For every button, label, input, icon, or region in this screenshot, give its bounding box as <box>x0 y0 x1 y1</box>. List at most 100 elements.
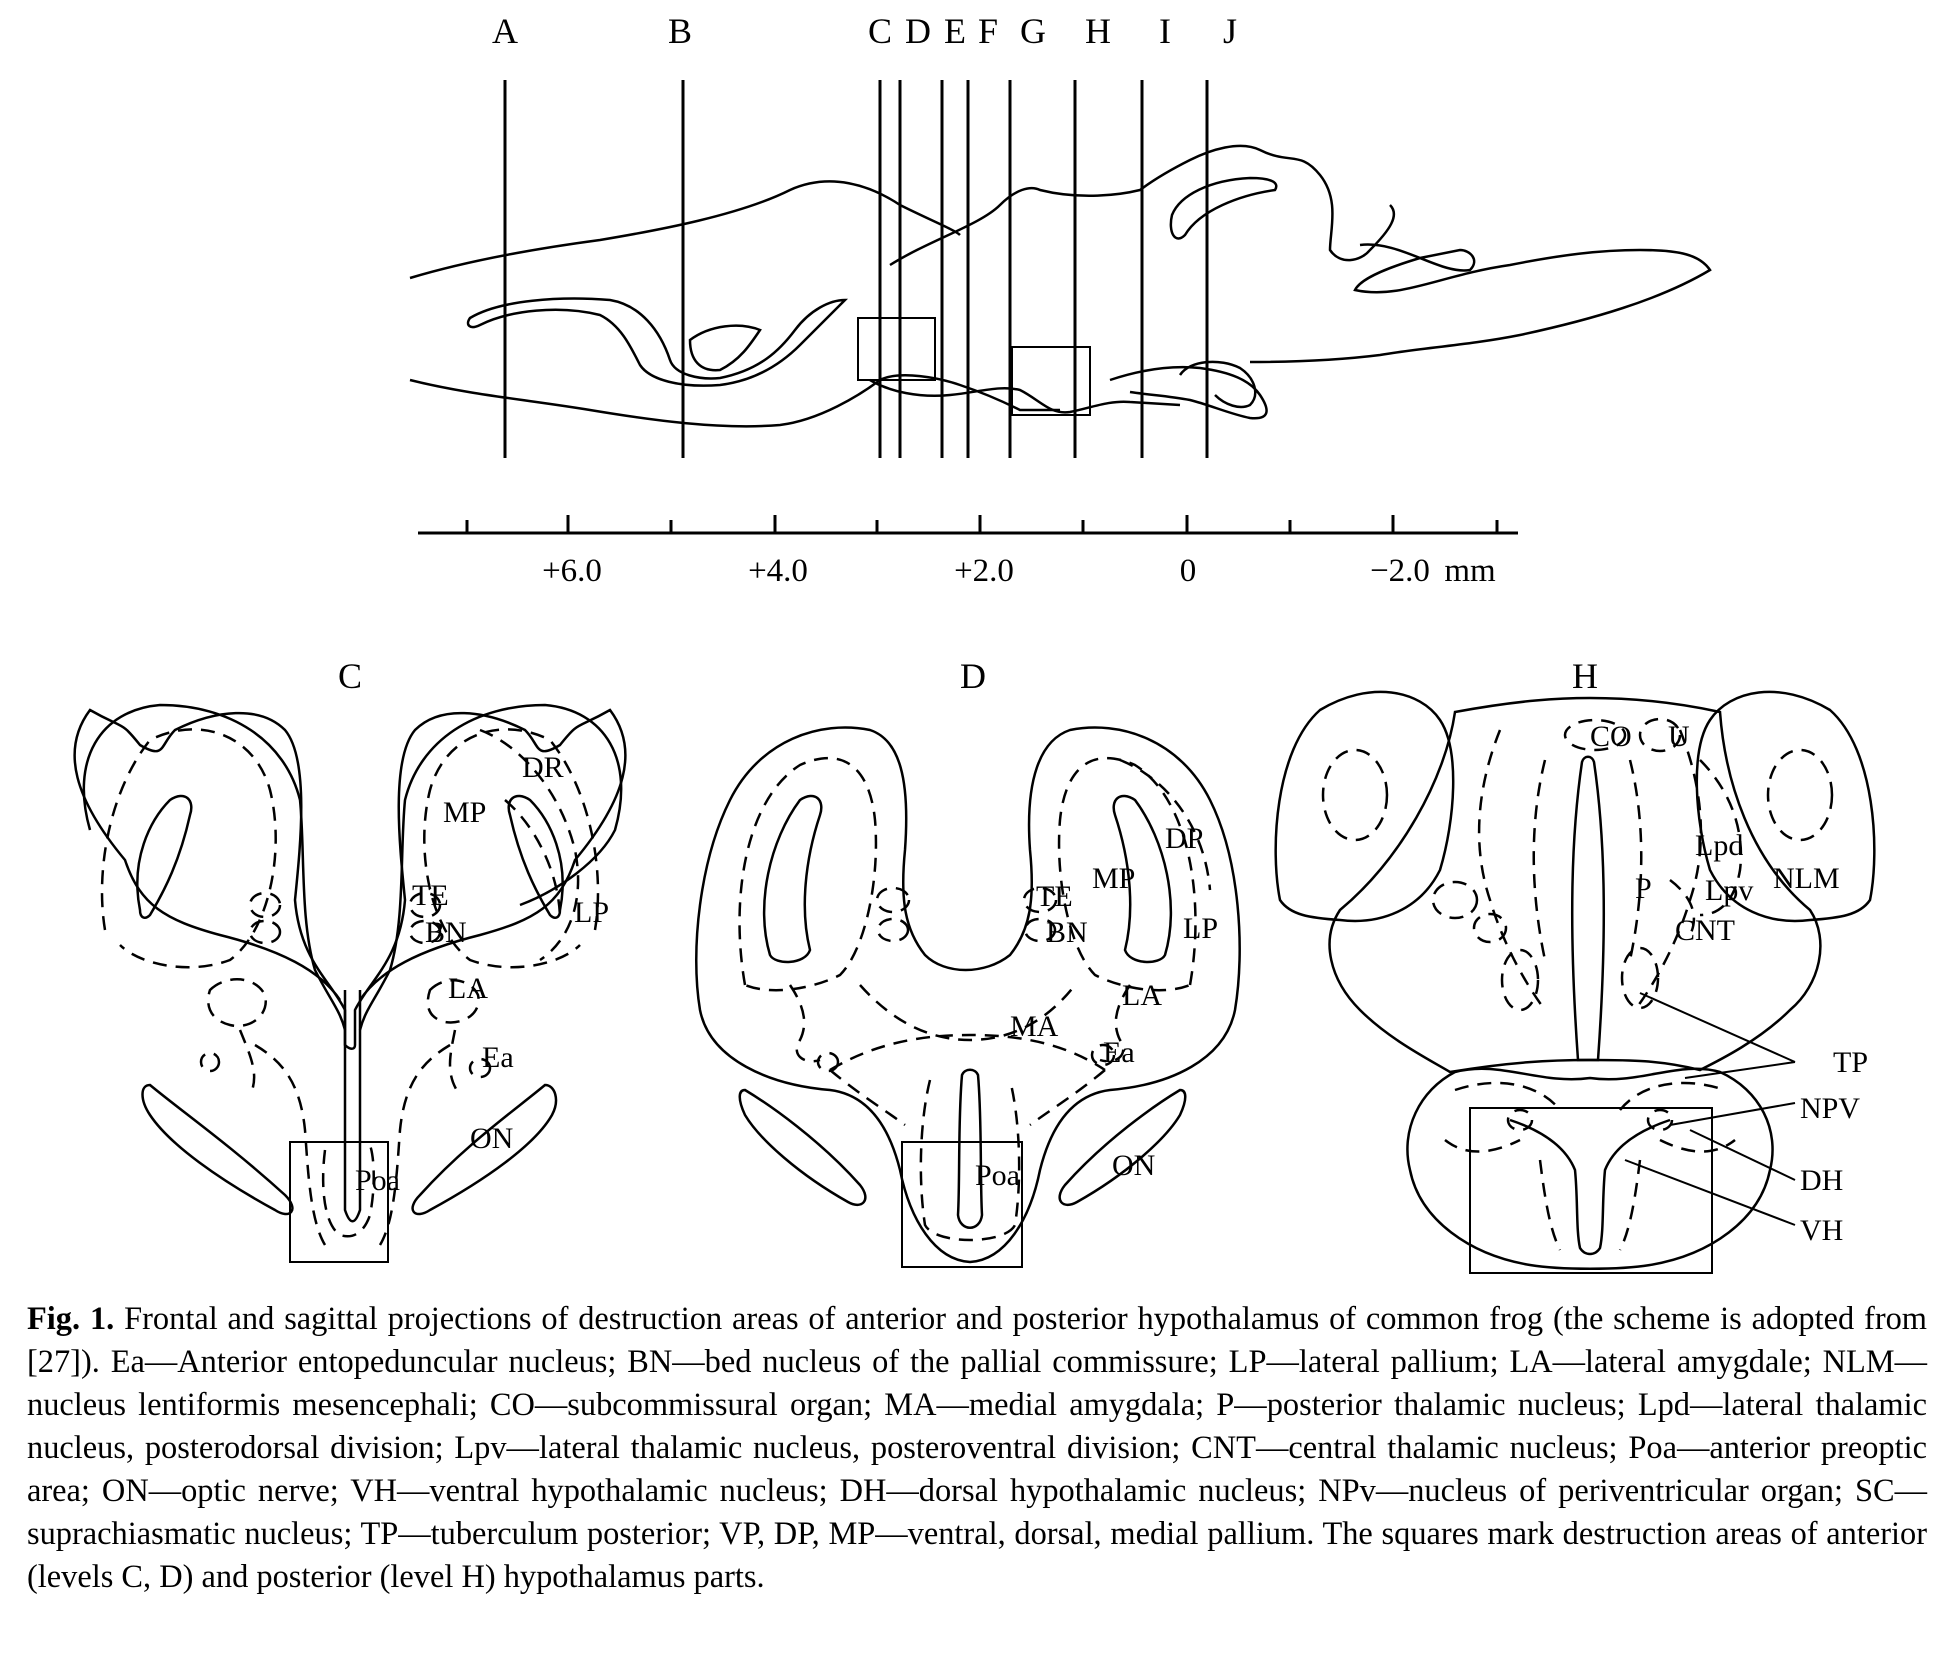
section-h-u <box>1638 717 1682 753</box>
section-d-poa-boundary <box>919 1079 1021 1242</box>
sagittal-destruction-square-posterior <box>1011 346 1091 416</box>
section-d-label-mp: MP <box>1092 862 1135 895</box>
section-d-outline <box>695 726 1241 1264</box>
section-h-right-npv <box>1646 1108 1674 1132</box>
section-d-left-te <box>875 886 911 914</box>
section-c-label-mp: MP <box>443 796 486 829</box>
section-c-label-on: ON <box>470 1122 513 1155</box>
section-c-third-ventricle <box>343 990 362 1223</box>
section-h: H <box>1274 656 1876 1274</box>
scale-tick-plus2: +2.0 <box>954 553 1014 589</box>
section-c-left-bn <box>248 919 282 945</box>
section-c-left-la <box>206 978 268 1028</box>
figure-caption-label: Fig. 1. <box>27 1301 115 1337</box>
scale-unit: mm <box>1444 553 1496 589</box>
section-d-left-ventricle <box>762 794 823 964</box>
section-d-left-lower-boundary <box>829 1069 906 1127</box>
level-label-e: E <box>944 11 966 51</box>
section-d-right-lower-boundary <box>1029 1069 1106 1127</box>
section-d-label-bn: BN <box>1046 916 1088 949</box>
section-c-title: C <box>338 656 362 696</box>
section-h-hypothalamic-ventricle <box>1509 1118 1671 1256</box>
section-h-right-thalamic-boundary <box>1633 729 1703 1011</box>
level-label-j: J <box>1223 11 1237 51</box>
section-d: D DP MP TE BN LP LA MA <box>695 656 1241 1268</box>
section-d-destruction-square <box>901 1141 1023 1268</box>
section-c-left-optic-nerve <box>141 1083 294 1216</box>
section-h-label-vh: VH <box>1800 1214 1843 1247</box>
section-h-pointer-vh <box>1624 1159 1796 1226</box>
section-h-left-tectum-ventricle <box>1321 748 1389 842</box>
section-h-hypothalamus-outline <box>1406 1067 1774 1270</box>
section-d-label-te: TE <box>1036 880 1073 913</box>
section-d-central-arc <box>829 1033 1106 1072</box>
section-d-left-bn <box>876 917 910 943</box>
level-label-d: D <box>905 11 931 51</box>
section-h-right-p-boundary <box>1628 759 1643 961</box>
section-h-label-dh: DH <box>1800 1164 1843 1197</box>
section-d-left-la <box>788 984 821 1063</box>
section-h-left-p-boundary <box>1532 759 1547 961</box>
section-d-right-ventricle <box>1112 794 1173 964</box>
section-c-label-bn: BN <box>425 916 467 949</box>
section-h-pointer-tp-1 <box>1639 992 1796 1063</box>
section-d-left-small-nucleus <box>816 1051 840 1073</box>
section-d-right-optic-nerve <box>1058 1088 1187 1207</box>
section-d-right-ea <box>1090 1043 1116 1067</box>
section-c-label-te: TE <box>412 879 449 912</box>
section-c-left-ventricle <box>136 794 193 919</box>
section-c-right-bn <box>408 919 442 945</box>
sagittal-tegmentum <box>1109 365 1268 420</box>
section-d-label-la: LA <box>1122 979 1162 1012</box>
section-h-right-tectum <box>1695 690 1876 923</box>
section-h-left-nucleus-1 <box>1431 880 1479 920</box>
level-label-i: I <box>1159 11 1171 51</box>
section-h-left-nucleus-2 <box>1472 912 1508 944</box>
section-c-right-mp-boundary <box>504 799 562 921</box>
section-h-label-p: P <box>1635 872 1652 905</box>
section-h-right-nucleus-tp <box>1620 946 1660 1010</box>
section-h-right-cnt <box>1669 879 1696 936</box>
section-c-label-poa: Poa <box>355 1164 400 1197</box>
figure-caption-text: Frontal and sagittal projections of dest… <box>27 1301 1928 1595</box>
section-c-right-la <box>426 979 480 1024</box>
section-d-title: D <box>960 656 986 696</box>
sagittal-hindbrain <box>1249 243 1712 364</box>
sagittal-projection: A B C D E F G H I J +6.0 +4.0 +2.0 <box>409 11 1712 589</box>
section-d-left-pallium-boundary <box>738 756 878 992</box>
section-d-right-pallium-boundary <box>1057 756 1197 992</box>
sagittal-ventral-outline <box>409 374 1060 428</box>
section-h-destruction-square <box>1469 1107 1713 1274</box>
sagittal-brain-outline <box>409 180 961 280</box>
sagittal-hypothalamus <box>869 378 1181 414</box>
section-h-label-u: U <box>1668 720 1690 753</box>
section-c-label-la: LA <box>448 972 488 1005</box>
figure-diagram: A B C D E F G H I J +6.0 +4.0 +2.0 <box>73 11 1876 1274</box>
section-d-third-ventricle <box>956 1068 984 1229</box>
section-c-left-pallium-boundary <box>100 728 277 969</box>
level-label-c: C <box>868 11 892 51</box>
section-h-pointer-dh <box>1689 1129 1796 1181</box>
section-d-right-la <box>1099 984 1132 1063</box>
section-h-left-tectum <box>1274 690 1455 923</box>
section-c-outer-shell <box>82 703 623 1031</box>
section-d-label-poa: Poa <box>975 1159 1020 1192</box>
level-label-b: B <box>668 11 692 51</box>
section-h-left-nucleus-3 <box>1500 948 1540 1012</box>
section-c-right-ventricle <box>507 794 564 919</box>
sagittal-destruction-square-anterior <box>857 317 936 381</box>
section-h-label-nlm: NLM <box>1773 862 1840 895</box>
sagittal-optic-tectum <box>1178 360 1257 409</box>
section-d-label-lp: LP <box>1183 912 1218 945</box>
section-c-right-optic-nerve <box>411 1083 558 1216</box>
section-d-left-optic-nerve <box>738 1088 867 1207</box>
section-c-label-dr: DR <box>522 751 564 784</box>
level-label-a: A <box>492 11 518 51</box>
section-c-poa-boundary <box>321 1144 375 1238</box>
section-c: C DR MP <box>73 656 627 1263</box>
section-h-label-lpv: Lpv <box>1705 874 1753 907</box>
section-c-outline <box>73 708 627 1050</box>
section-d-label-ea: Ea <box>1103 1036 1135 1069</box>
section-h-left-npv <box>1506 1108 1534 1132</box>
section-c-label-ea: Ea <box>482 1041 514 1074</box>
